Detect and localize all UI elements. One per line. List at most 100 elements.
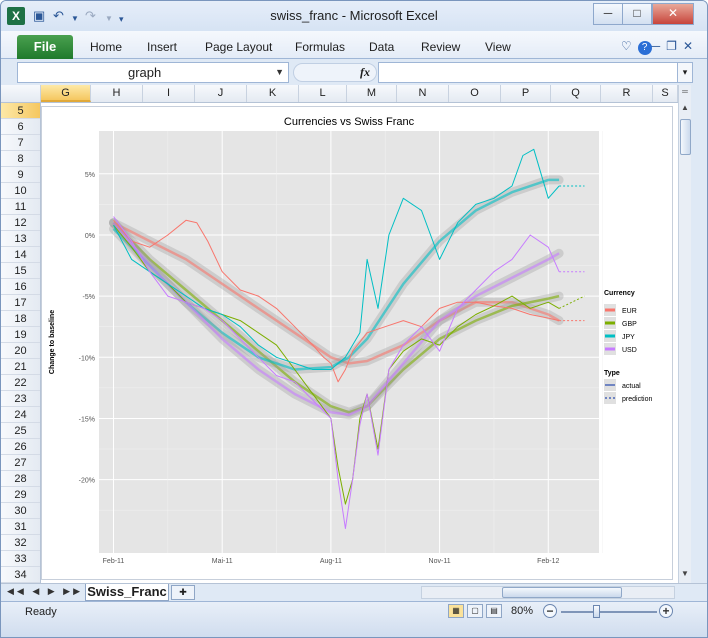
insert-function-button[interactable]: fx (293, 63, 377, 82)
row-header-33[interactable]: 33 (1, 551, 40, 567)
sheet-tab-bar: ◀◀ ◀ ▶ ▶▶ Swiss_Franc ✚ (1, 583, 707, 601)
scroll-up-icon[interactable]: ▲ (681, 103, 689, 112)
doc-restore-icon[interactable]: ❐ (666, 39, 683, 53)
zoom-slider-thumb[interactable] (593, 605, 600, 618)
tab-file[interactable]: File (17, 35, 73, 59)
column-header-m[interactable]: M (347, 85, 397, 102)
row-header-14[interactable]: 14 (1, 247, 40, 263)
minimize-button[interactable]: ─ (593, 3, 623, 25)
row-header-8[interactable]: 8 (1, 151, 40, 167)
tab-review[interactable]: Review (421, 40, 461, 54)
save-icon[interactable]: ▣ (33, 8, 46, 23)
vertical-scrollbar[interactable]: ═ ▲ ▼ (678, 85, 691, 583)
column-header-r[interactable]: R (601, 85, 653, 102)
row-header-6[interactable]: 6 (1, 119, 40, 135)
tab-view[interactable]: View (485, 40, 511, 54)
expand-formula-bar-icon[interactable]: ▾ (677, 62, 693, 83)
row-header-18[interactable]: 18 (1, 311, 40, 327)
close-button[interactable]: ✕ (652, 3, 694, 25)
zoom-slider-track[interactable] (561, 611, 657, 613)
zoom-in-icon[interactable]: + (659, 604, 673, 618)
legend-label-gbp: GBP (622, 321, 637, 328)
row-header-7[interactable]: 7 (1, 135, 40, 151)
row-header-9[interactable]: 9 (1, 167, 40, 183)
row-header-32[interactable]: 32 (1, 535, 40, 551)
page-layout-view-icon[interactable]: ▢ (467, 604, 483, 618)
series-actual-usd (113, 216, 560, 529)
sheet-tab-swiss-franc[interactable]: Swiss_Franc (85, 584, 169, 601)
split-handle-icon[interactable]: ═ (682, 87, 688, 96)
row-header-29[interactable]: 29 (1, 487, 40, 503)
legend-label-eur: EUR (622, 308, 637, 315)
horizontal-scrollbar[interactable] (421, 586, 675, 599)
row-header-15[interactable]: 15 (1, 263, 40, 279)
sheet-nav-icons[interactable]: ◀◀ ◀ ▶ ▶▶ (7, 586, 84, 596)
row-header-25[interactable]: 25 (1, 423, 40, 439)
column-header-j[interactable]: J (195, 85, 247, 102)
trend-line-usd (112, 221, 560, 417)
row-header-11[interactable]: 11 (1, 199, 40, 215)
row-header-20[interactable]: 20 (1, 343, 40, 359)
column-header-h[interactable]: H (91, 85, 143, 102)
zoom-level[interactable]: 80% (511, 605, 534, 617)
row-header-34[interactable]: 34 (1, 567, 40, 583)
row-header-5[interactable]: 5 (1, 103, 40, 119)
row-header-24[interactable]: 24 (1, 407, 40, 423)
column-header-q[interactable]: Q (551, 85, 601, 102)
trend-line-jpy (112, 178, 560, 371)
row-header-17[interactable]: 17 (1, 295, 40, 311)
redo-icon[interactable]: ↷ (85, 8, 96, 23)
column-header-p[interactable]: P (501, 85, 551, 102)
maximize-button[interactable]: □ (622, 3, 652, 25)
row-header-21[interactable]: 21 (1, 359, 40, 375)
row-header-26[interactable]: 26 (1, 439, 40, 455)
column-header-i[interactable]: I (143, 85, 195, 102)
tab-page-layout[interactable]: Page Layout (205, 40, 273, 54)
column-header-g[interactable]: G (41, 85, 91, 102)
row-header-31[interactable]: 31 (1, 519, 40, 535)
tab-home[interactable]: Home (90, 40, 123, 54)
row-header-12[interactable]: 12 (1, 215, 40, 231)
undo-icon[interactable]: ↶ (53, 8, 64, 23)
formula-input[interactable] (378, 62, 690, 83)
doc-close-icon[interactable]: ✕ (682, 39, 699, 53)
status-ready: Ready (25, 606, 57, 618)
column-header-s[interactable]: S (653, 85, 678, 102)
page-break-view-icon[interactable]: ▤ (486, 604, 502, 618)
tab-insert[interactable]: Insert (147, 40, 178, 54)
ribbon-collapse-icon[interactable]: ♡ (620, 39, 638, 53)
tab-formulas[interactable]: Formulas (295, 40, 346, 54)
name-box-dropdown-icon[interactable]: ▼ (275, 67, 284, 77)
vertical-scroll-thumb[interactable] (680, 119, 691, 155)
insert-sheet-icon[interactable]: ✚ (171, 585, 195, 600)
customize-toolbar-icon[interactable]: ▾ (119, 14, 124, 24)
help-icon[interactable]: ? (637, 41, 652, 55)
zoom-out-icon[interactable]: − (543, 604, 557, 618)
row-header-27[interactable]: 27 (1, 455, 40, 471)
row-header-23[interactable]: 23 (1, 391, 40, 407)
row-header-16[interactable]: 16 (1, 279, 40, 295)
horizontal-scroll-thumb[interactable] (502, 587, 622, 598)
excel-app-icon[interactable]: X (7, 7, 25, 25)
row-header-22[interactable]: 22 (1, 375, 40, 391)
chart-object[interactable]: Currencies vs Swiss Franc Change to basel… (41, 106, 673, 580)
row-header-30[interactable]: 30 (1, 503, 40, 519)
row-header-13[interactable]: 13 (1, 231, 40, 247)
row-header-28[interactable]: 28 (1, 471, 40, 487)
redo-dropdown-icon[interactable]: ▼ (105, 14, 113, 23)
scroll-down-icon[interactable]: ▼ (681, 569, 689, 578)
doc-minimize-icon[interactable]: ─ (651, 39, 667, 53)
tab-data[interactable]: Data (369, 40, 395, 54)
column-header-n[interactable]: N (397, 85, 449, 102)
plot-panel (99, 131, 599, 553)
row-header-10[interactable]: 10 (1, 183, 40, 199)
name-box[interactable]: graph ▼ (17, 62, 289, 83)
column-header-k[interactable]: K (247, 85, 299, 102)
column-header-l[interactable]: L (299, 85, 347, 102)
select-all-corner[interactable] (1, 85, 41, 102)
undo-dropdown-icon[interactable]: ▼ (71, 14, 79, 23)
normal-view-icon[interactable]: ▦ (448, 604, 464, 618)
row-header-19[interactable]: 19 (1, 327, 40, 343)
column-header-o[interactable]: O (449, 85, 501, 102)
legend-label-prediction: prediction (622, 396, 652, 403)
